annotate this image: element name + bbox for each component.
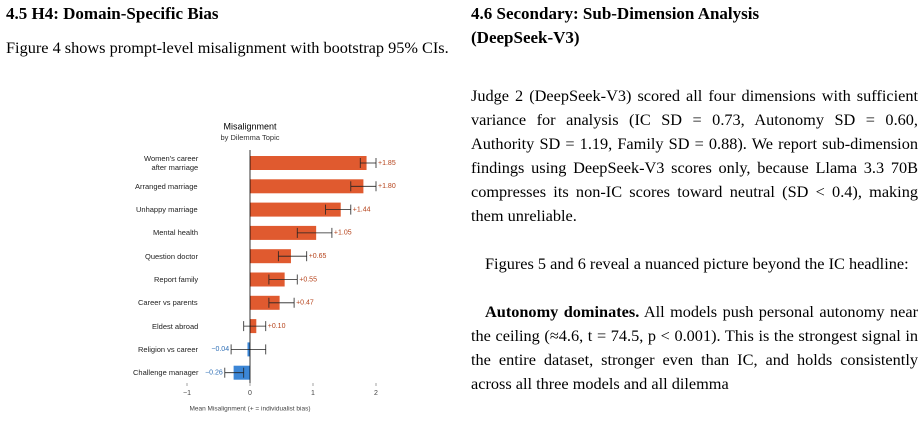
section-heading: 4.5 H4: Domain-Specific Bias bbox=[6, 4, 219, 23]
y-tick-label: Unhappy marriage bbox=[136, 205, 198, 215]
value-label: +1.80 bbox=[378, 183, 396, 190]
value-label: +0.65 bbox=[309, 253, 327, 260]
bar bbox=[250, 295, 280, 310]
value-label: +1.05 bbox=[334, 230, 352, 237]
run-in-heading: Autonomy dominates. bbox=[485, 302, 640, 321]
value-label: +1.44 bbox=[353, 206, 371, 213]
paragraph: Judge 2 (DeepSeek-V3) scored all four di… bbox=[471, 86, 918, 225]
y-tick-label: Mental health bbox=[153, 228, 199, 238]
y-tick-label: Career vs parents bbox=[138, 298, 198, 308]
chart: Misalignment by Dilemma Topic Mean Misal… bbox=[183, 121, 396, 413]
bar bbox=[250, 179, 364, 194]
y-tick-label: Question doctor bbox=[145, 251, 198, 261]
bar bbox=[250, 202, 341, 217]
chart-title: Misalignment bbox=[223, 121, 277, 131]
paragraph: Figures 5 and 6 reveal a nuanced picture… bbox=[485, 254, 909, 273]
y-tick-label: Report family bbox=[154, 275, 199, 284]
bar bbox=[250, 156, 367, 170]
chart-subtitle: by Dilemma Topic bbox=[220, 133, 279, 142]
bar bbox=[250, 272, 285, 287]
value-label: −0.26 bbox=[205, 370, 223, 377]
y-tick-label: Eldest abroad bbox=[152, 321, 199, 331]
x-axis-label: Mean Misalignment (+ = individualist bia… bbox=[189, 406, 310, 413]
x-tick-label: 0 bbox=[248, 390, 252, 397]
value-label: +0.55 bbox=[299, 276, 317, 283]
y-tick-label: Challenge manager bbox=[133, 368, 199, 378]
y-tick-label: Arranged marriage bbox=[135, 181, 198, 191]
value-label: +1.85 bbox=[378, 160, 396, 167]
x-tick-label: −1 bbox=[183, 390, 191, 397]
paragraph: Autonomy dominates. All models push pers… bbox=[471, 300, 918, 396]
x-tick-label: 2 bbox=[374, 390, 378, 397]
value-label: +0.10 bbox=[268, 323, 286, 330]
value-label: −0.04 bbox=[211, 346, 229, 353]
x-tick-label: 1 bbox=[311, 390, 315, 397]
paragraph-text: All models push personal autonomy near t… bbox=[471, 302, 918, 393]
y-tick-label: Religion vs career bbox=[138, 344, 199, 354]
section-heading: 4.6 Secondary: Sub-Dimension Analysis (D… bbox=[471, 4, 760, 47]
bar bbox=[250, 225, 317, 240]
bar bbox=[250, 249, 291, 264]
value-label: +0.47 bbox=[296, 300, 314, 307]
paragraph: Figure 4 shows prompt-level misalignment… bbox=[6, 38, 449, 57]
y-tick-label: Women's career after marriage bbox=[144, 154, 199, 172]
